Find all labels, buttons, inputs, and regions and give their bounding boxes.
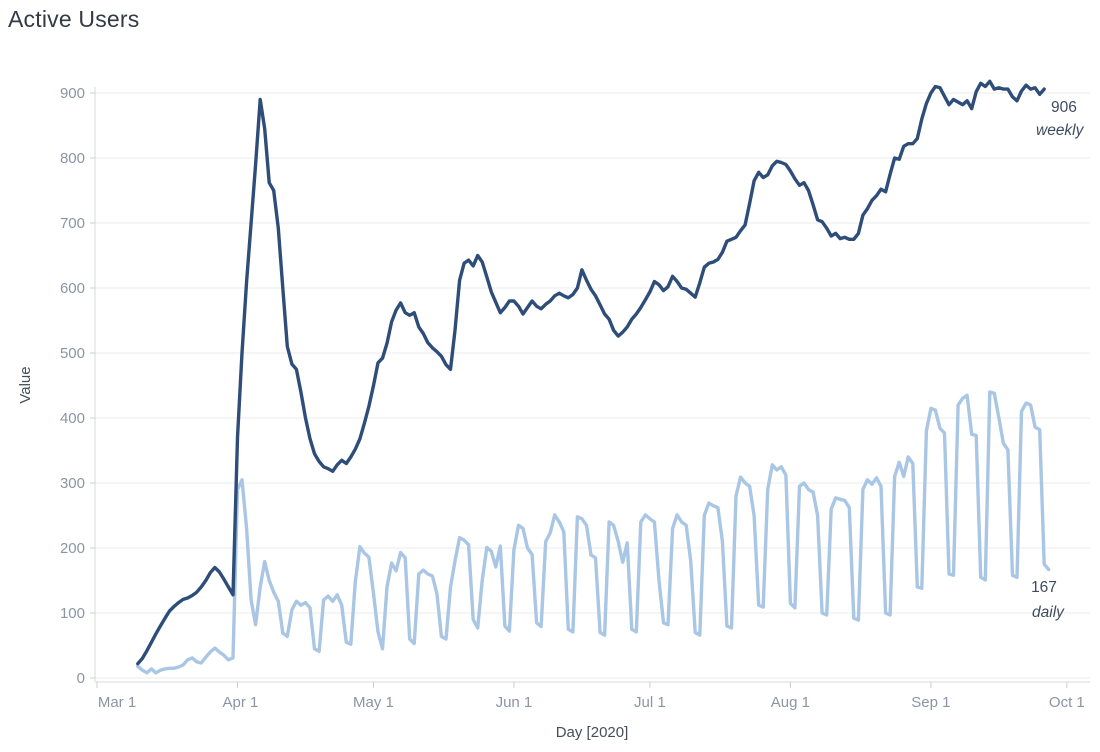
- y-axis-tick-label: 800: [60, 150, 85, 167]
- grid-layer: [95, 92, 1090, 679]
- x-axis-tick-label: Mar 1: [98, 694, 136, 711]
- x-axis-title: Day [2020]: [556, 724, 629, 741]
- y-axis-tick-label: 100: [60, 605, 85, 622]
- y-axis-tick-label: 300: [60, 475, 85, 492]
- y-axis-tick-label: 700: [60, 215, 85, 232]
- page-title: Active Users: [8, 6, 140, 32]
- x-axis-tick-label: May 1: [353, 694, 394, 711]
- x-axis-tick-label: Aug 1: [771, 694, 810, 711]
- x-axis-tick-label: Sep 1: [911, 694, 950, 711]
- y-axis-tick-label: 200: [60, 540, 85, 557]
- x-axis-tick-label: Jun 1: [496, 694, 533, 711]
- axis-layer: 0 100 200 300 400 500 600 700 800 900 Mar 1 Apr 1 Ma…: [60, 85, 1090, 711]
- daily-line[interactable]: [136, 390, 1051, 675]
- daily-end-value-label: 167: [1031, 579, 1057, 596]
- y-axis-title: Value: [17, 366, 34, 403]
- y-axis-tick-label: 900: [60, 85, 85, 102]
- y-axis-tick-label: 600: [60, 280, 85, 297]
- weekly-line[interactable]: [136, 79, 1046, 666]
- y-axis-tick-label: 400: [60, 410, 85, 427]
- x-axis-tick-label: Jul 1: [634, 694, 666, 711]
- x-axis-tick-label: Oct 1: [1049, 694, 1085, 711]
- series-layer: [136, 79, 1051, 675]
- daily-series-name-label: daily: [1032, 604, 1065, 621]
- y-axis-tick-label: 0: [77, 670, 85, 687]
- x-axis-tick-label: Apr 1: [223, 694, 259, 711]
- y-axis-tick-label: 500: [60, 345, 85, 362]
- weekly-series-name-label: weekly: [1036, 122, 1085, 139]
- weekly-end-value-label: 906: [1051, 99, 1077, 116]
